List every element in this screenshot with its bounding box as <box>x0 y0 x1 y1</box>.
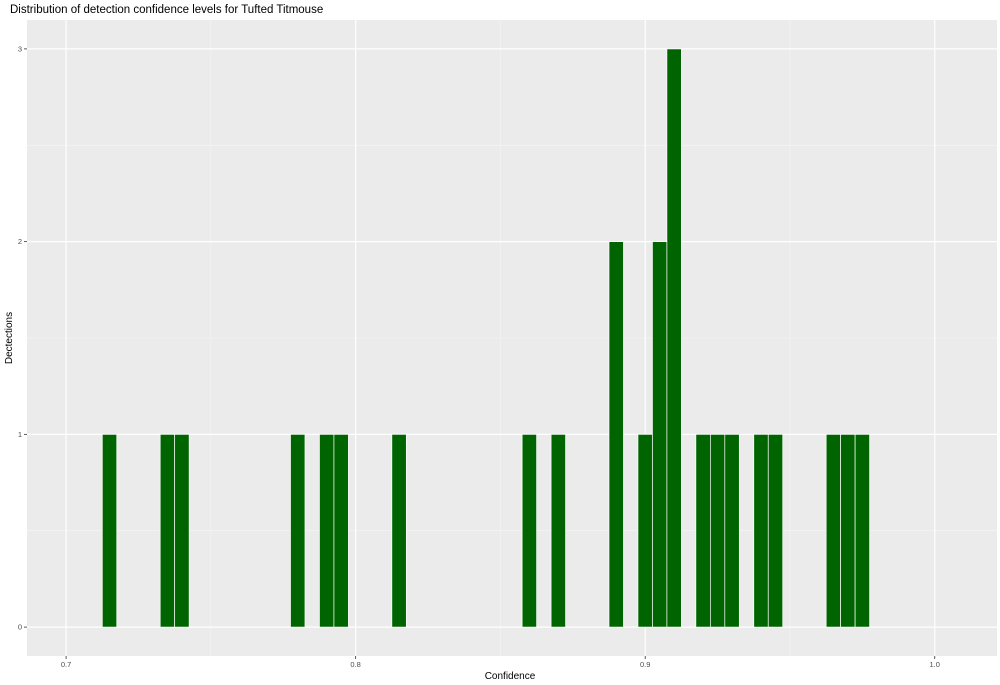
histogram-bar <box>709 434 726 628</box>
bars <box>101 48 870 628</box>
y-tick-label: 1 <box>18 430 22 439</box>
histogram-bar <box>101 434 118 628</box>
x-tick-label: 0.9 <box>640 660 650 669</box>
histogram-bar <box>391 434 407 628</box>
histogram-bar <box>174 434 190 628</box>
histogram-bar <box>521 434 537 628</box>
x-axis: 0.7 0.8 0.9 1.0 <box>61 656 940 669</box>
histogram-bar <box>854 434 870 628</box>
histogram-bar <box>290 434 306 628</box>
histogram-bar <box>333 434 349 628</box>
histogram-bar <box>608 241 624 628</box>
y-tick-label: 2 <box>18 237 22 246</box>
x-tick-label: 0.8 <box>350 660 360 669</box>
histogram-bar <box>825 434 841 628</box>
y-axis-label: Dectections <box>4 312 15 364</box>
histogram-bar <box>753 434 769 628</box>
x-tick-label: 1.0 <box>930 660 940 669</box>
histogram-bar <box>724 434 740 628</box>
histogram-bar <box>159 434 176 628</box>
chart-title: Distribution of detection confidence lev… <box>10 4 323 16</box>
histogram-bar <box>840 434 856 628</box>
histogram-bar <box>695 434 711 628</box>
histogram-bar <box>637 434 653 628</box>
histogram-bar <box>767 434 784 628</box>
histogram-bar <box>319 434 335 628</box>
y-tick-label: 3 <box>18 44 22 53</box>
y-axis: 0 1 2 3 <box>18 44 27 632</box>
histogram-bar <box>550 434 566 628</box>
x-axis-label: Confidence <box>485 671 536 682</box>
histogram-bar <box>652 241 668 628</box>
x-tick-label: 0.7 <box>61 660 71 669</box>
y-tick-label: 0 <box>18 623 22 632</box>
histogram-bar <box>666 48 682 628</box>
